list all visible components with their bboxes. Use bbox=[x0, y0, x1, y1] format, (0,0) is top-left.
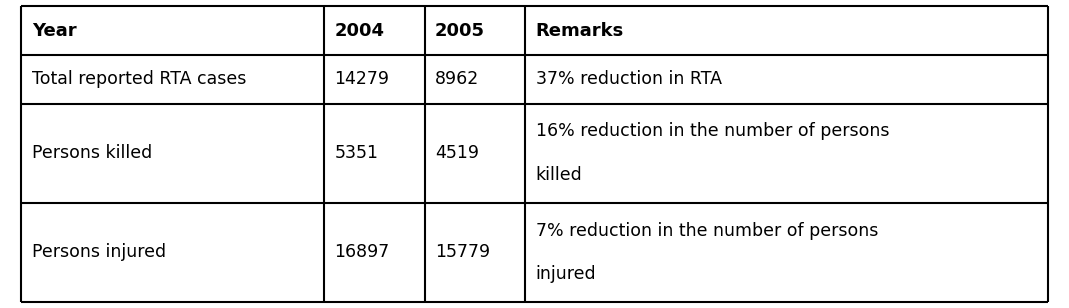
Text: 16897: 16897 bbox=[335, 243, 389, 261]
Text: 2005: 2005 bbox=[435, 22, 485, 39]
Text: 8962: 8962 bbox=[435, 70, 479, 88]
Text: 37% reduction in RTA: 37% reduction in RTA bbox=[536, 70, 722, 88]
Text: Persons killed: Persons killed bbox=[32, 144, 152, 162]
Text: 14279: 14279 bbox=[335, 70, 389, 88]
Text: 7% reduction in the number of persons: 7% reduction in the number of persons bbox=[536, 221, 878, 240]
Text: Total reported RTA cases: Total reported RTA cases bbox=[32, 70, 246, 88]
Text: Persons injured: Persons injured bbox=[32, 243, 166, 261]
Text: 15779: 15779 bbox=[435, 243, 490, 261]
Text: 5351: 5351 bbox=[335, 144, 378, 162]
Text: killed: killed bbox=[536, 166, 583, 184]
Text: injured: injured bbox=[536, 265, 597, 283]
Text: 2004: 2004 bbox=[335, 22, 385, 39]
Text: Year: Year bbox=[32, 22, 76, 39]
Text: Remarks: Remarks bbox=[536, 22, 624, 39]
Text: 4519: 4519 bbox=[435, 144, 479, 162]
Text: 16% reduction in the number of persons: 16% reduction in the number of persons bbox=[536, 123, 889, 140]
